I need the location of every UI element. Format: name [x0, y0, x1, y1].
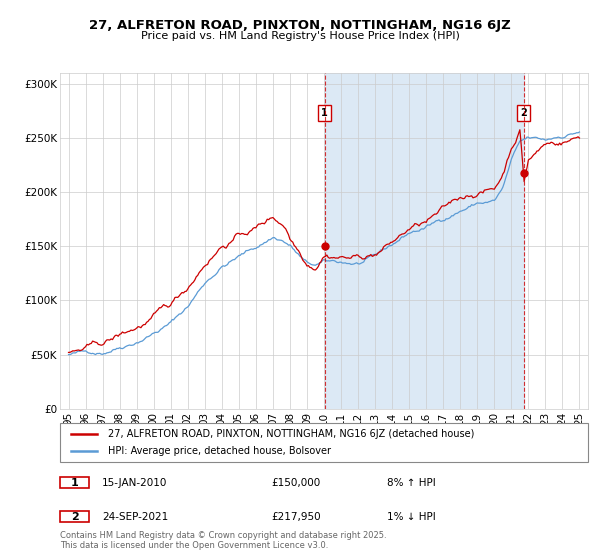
FancyBboxPatch shape — [60, 511, 89, 522]
Text: HPI: Average price, detached house, Bolsover: HPI: Average price, detached house, Bols… — [107, 446, 331, 456]
Text: £217,950: £217,950 — [271, 512, 321, 522]
Bar — [325, 73, 524, 409]
Text: 8% ↑ HPI: 8% ↑ HPI — [388, 478, 436, 488]
Text: 27, ALFRETON ROAD, PINXTON, NOTTINGHAM, NG16 6JZ (detached house): 27, ALFRETON ROAD, PINXTON, NOTTINGHAM, … — [107, 429, 474, 439]
Text: 1% ↓ HPI: 1% ↓ HPI — [388, 512, 436, 522]
Text: Price paid vs. HM Land Registry's House Price Index (HPI): Price paid vs. HM Land Registry's House … — [140, 31, 460, 41]
Text: 24-SEP-2021: 24-SEP-2021 — [102, 512, 169, 522]
Text: 1: 1 — [71, 478, 79, 488]
FancyBboxPatch shape — [60, 477, 89, 488]
Text: 27, ALFRETON ROAD, PINXTON, NOTTINGHAM, NG16 6JZ: 27, ALFRETON ROAD, PINXTON, NOTTINGHAM, … — [89, 18, 511, 32]
Text: 15-JAN-2010: 15-JAN-2010 — [102, 478, 167, 488]
Text: 2: 2 — [71, 512, 79, 522]
Text: £150,000: £150,000 — [271, 478, 320, 488]
Text: 2: 2 — [520, 108, 527, 118]
Text: 1: 1 — [322, 108, 328, 118]
Text: Contains HM Land Registry data © Crown copyright and database right 2025.
This d: Contains HM Land Registry data © Crown c… — [60, 530, 386, 550]
FancyBboxPatch shape — [60, 423, 588, 462]
